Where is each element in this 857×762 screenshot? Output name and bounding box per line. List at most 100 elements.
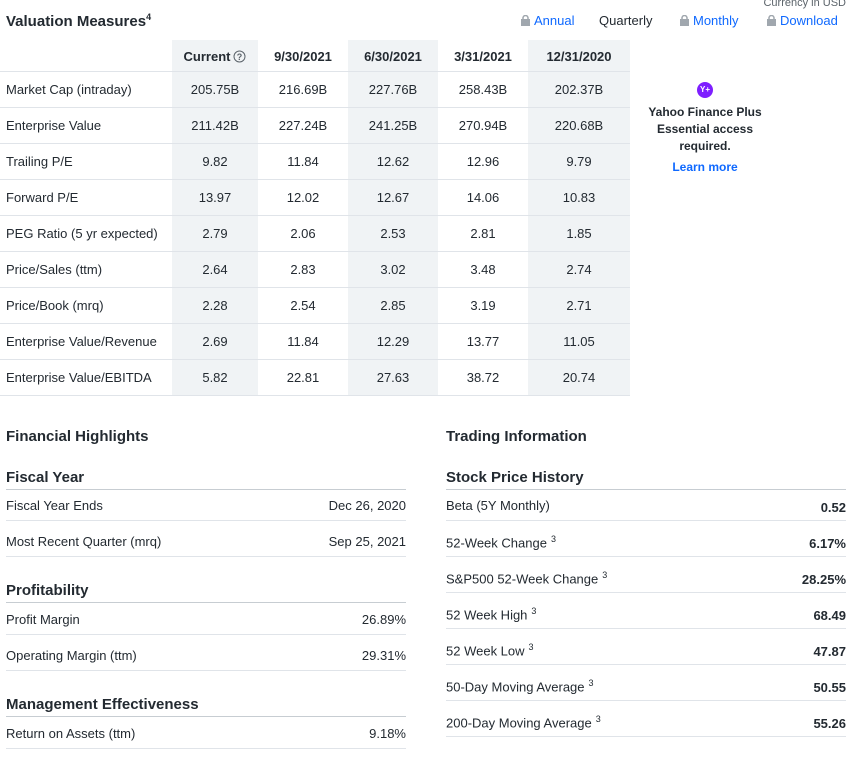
cell: 20.74: [562, 370, 596, 385]
download-label: Download: [780, 13, 838, 28]
info-icon[interactable]: ?: [233, 50, 246, 63]
promo-badge: Y+: [697, 82, 713, 98]
row-label: Enterprise Value/EBITDA: [6, 370, 152, 385]
stat-label: Most Recent Quarter (mrq): [6, 534, 162, 549]
cell: 9.79: [566, 154, 592, 169]
cell: 11.84: [287, 154, 319, 169]
cell: 2.85: [380, 298, 406, 313]
cell: 11.05: [563, 334, 595, 349]
cell: 205.75B: [190, 82, 240, 97]
cell: 2.64: [202, 262, 228, 277]
promo: Y+ Yahoo Finance Plus Essential access r…: [640, 82, 770, 174]
cell: 241.25B: [368, 118, 418, 133]
subsection-title: Profitability: [6, 582, 89, 599]
row-rule: [0, 395, 630, 396]
cell: 2.71: [566, 298, 592, 313]
footnote: 3: [528, 642, 534, 652]
cell: 12.62: [376, 154, 410, 169]
currency-note: Currency in USD: [763, 0, 846, 9]
tab-label: Monthly: [693, 13, 739, 28]
lock-icon: [680, 15, 689, 26]
stat-label: 50-Day Moving Average 3: [446, 678, 594, 695]
stat-value: 47.87: [813, 644, 846, 659]
cell: 12.02: [286, 190, 320, 205]
cell: 227.24B: [278, 118, 328, 133]
cell: 3.48: [470, 262, 496, 277]
row-rule: [446, 592, 846, 593]
tab[interactable]: Quarterly: [599, 13, 653, 28]
title-text: Valuation Measures: [6, 13, 147, 30]
cell: 220.68B: [554, 118, 604, 133]
promo-text: Yahoo Finance Plus Essential access requ…: [648, 105, 762, 153]
footnote: 3: [602, 570, 608, 580]
cell: 258.43B: [458, 82, 508, 97]
stat-label: 52-Week Change 3: [446, 534, 556, 551]
row-rule: [446, 520, 846, 521]
row-rule: [0, 323, 630, 324]
stat-label: Return on Assets (ttm): [6, 726, 136, 741]
subsection-rule: [6, 602, 406, 603]
stat-label: 200-Day Moving Average 3: [446, 714, 601, 731]
footnote: 3: [588, 678, 594, 688]
cell: 2.83: [290, 262, 316, 277]
promo-link[interactable]: Learn more: [672, 160, 738, 174]
row-rule: [0, 107, 630, 108]
stat-label: Profit Margin: [6, 612, 80, 627]
cell: 10.83: [562, 190, 596, 205]
row-rule: [0, 287, 630, 288]
row-rule: [446, 628, 846, 629]
row-label: Market Cap (intraday): [6, 82, 132, 97]
cell: 1.85: [566, 226, 592, 241]
cell: 3.02: [380, 262, 406, 277]
download[interactable]: Download: [767, 13, 838, 28]
cell: 9.82: [202, 154, 228, 169]
cell: 12.67: [376, 190, 410, 205]
stat-value: 26.89%: [361, 612, 406, 627]
column-shade: [348, 40, 438, 395]
cell: 27.63: [376, 370, 410, 385]
row-rule: [0, 251, 630, 252]
row-rule: [446, 700, 846, 701]
row-rule: [6, 634, 406, 635]
row-rule: [0, 143, 630, 144]
tab[interactable]: Annual: [521, 13, 574, 28]
row-label: PEG Ratio (5 yr expected): [6, 226, 158, 241]
cell: 227.76B: [368, 82, 418, 97]
row-label: Trailing P/E: [6, 154, 73, 169]
header-rule: [0, 71, 630, 72]
row-rule: [6, 748, 406, 749]
svg-text:?: ?: [237, 52, 243, 62]
cell: 13.97: [198, 190, 232, 205]
tab-label: Annual: [534, 13, 575, 28]
row-label: Enterprise Value: [6, 118, 102, 133]
lock-icon: [521, 15, 530, 26]
section-title: Trading Information: [446, 428, 587, 445]
lock-icon: [767, 15, 776, 26]
cell: 2.06: [290, 226, 316, 241]
stat-value: 9.18%: [369, 726, 406, 741]
cell: 270.94B: [458, 118, 508, 133]
subsection-title: Management Effectiveness: [6, 696, 199, 713]
stat-label: S&P500 52-Week Change 3: [446, 570, 608, 587]
stat-label: 52 Week Low 3: [446, 642, 534, 659]
cell: 2.74: [566, 262, 592, 277]
stat-value: 29.31%: [361, 648, 406, 663]
row-rule: [0, 215, 630, 216]
row-rule: [0, 179, 630, 180]
column-header: 3/31/2021: [454, 49, 512, 64]
cell: 22.81: [286, 370, 320, 385]
cell: 2.69: [202, 334, 228, 349]
column-header: 6/30/2021: [364, 49, 422, 64]
tab[interactable]: Monthly: [680, 13, 739, 28]
row-rule: [6, 556, 406, 557]
stat-label: Beta (5Y Monthly): [446, 498, 550, 513]
title: Valuation Measures4: [6, 12, 151, 30]
row-rule: [446, 736, 846, 737]
row-label: Enterprise Value/Revenue: [6, 334, 157, 349]
subsection-rule: [6, 716, 406, 717]
subsection-title: Stock Price History: [446, 469, 584, 486]
footnote: 3: [595, 714, 601, 724]
subsection-rule: [6, 489, 406, 490]
cell: 5.82: [202, 370, 228, 385]
stat-value: Dec 26, 2020: [328, 498, 406, 513]
